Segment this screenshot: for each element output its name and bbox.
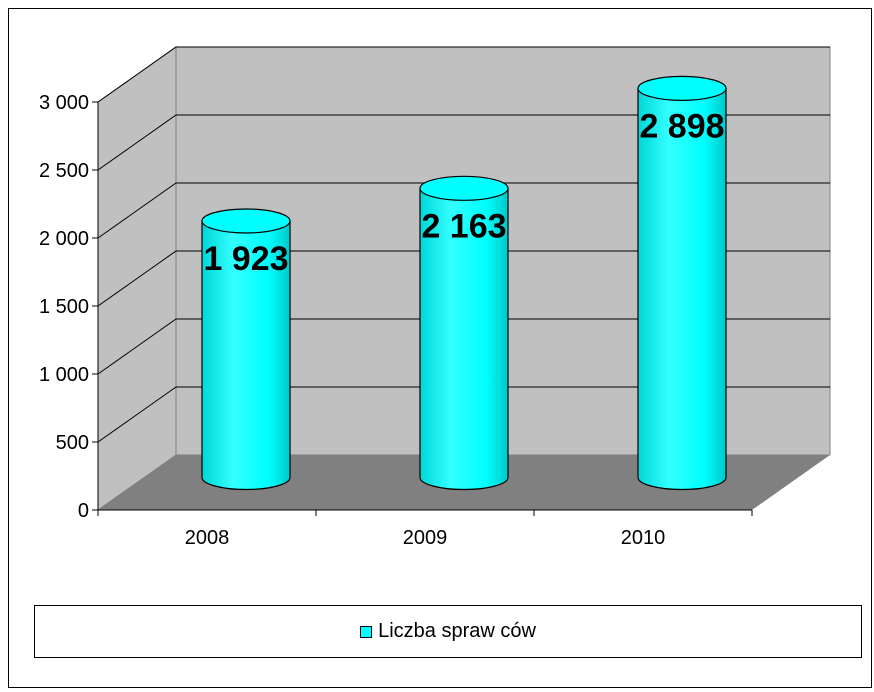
bars <box>201 75 727 491</box>
y-tick-label: 500 <box>56 432 89 454</box>
bar-top <box>637 75 727 101</box>
bar-top <box>201 208 291 234</box>
gridline <box>97 114 830 171</box>
bar-body <box>637 87 727 491</box>
legend-swatch <box>360 625 373 638</box>
x-tick-label: 2010 <box>621 527 666 549</box>
gridline <box>97 250 830 307</box>
bar-top <box>419 175 509 201</box>
legend-item: Liczba spraw ców <box>360 620 536 643</box>
data-label: 2 163 <box>421 207 506 245</box>
gridline <box>97 182 830 239</box>
legend: Liczba spraw ców <box>34 605 862 658</box>
bar-2010 <box>637 75 727 491</box>
y-tick-label: 2 500 <box>39 160 89 182</box>
bar-body <box>201 220 291 491</box>
data-labels: 1 923 2 163 2 898 <box>203 107 724 278</box>
y-tick-label: 3 000 <box>39 92 89 114</box>
x-tick-label: 2009 <box>403 527 448 549</box>
axes: 0 500 1 000 1 500 2 000 2 500 3 000 2008 2009 201… <box>39 92 753 549</box>
y-tick-label: 1 500 <box>39 296 89 318</box>
y-tick-label: 1 000 <box>39 364 89 386</box>
gridline <box>97 386 830 443</box>
data-label: 1 923 <box>203 240 288 278</box>
bar-2008 <box>201 208 291 491</box>
y-tick-label: 2 000 <box>39 228 89 250</box>
gridline <box>97 318 830 375</box>
data-label: 2 898 <box>639 107 724 145</box>
legend-label: Liczba spraw ców <box>378 620 536 642</box>
bar-body <box>419 187 509 491</box>
x-tick-label: 2008 <box>185 527 230 549</box>
gridline <box>97 46 830 103</box>
grid-lines <box>97 46 830 443</box>
bar-2009 <box>419 175 509 491</box>
y-tick-label: 0 <box>78 500 89 522</box>
